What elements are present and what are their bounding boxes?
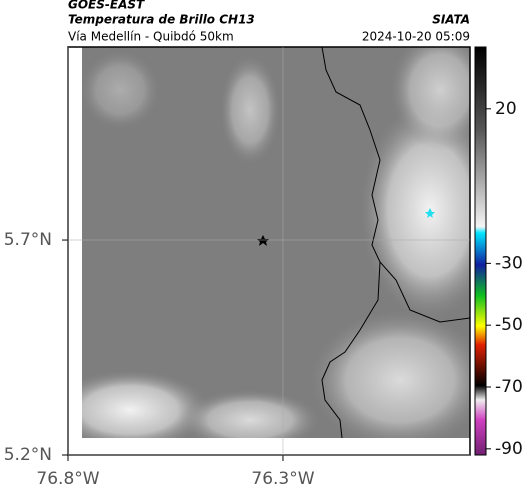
route: Vía Medellín - Quibdó 50km [68,30,234,44]
colorbar-tick-label: -50 [495,315,523,335]
satellite-image [82,47,470,438]
y-tick-label: 5.2°N [4,445,52,465]
x-tick-label: 76.3°W [251,469,314,489]
y-tick-label: 5.7°N [4,230,52,250]
colorbar-tick-label: -90 [495,439,523,459]
timestamp: 2024-10-20 05:09 [362,30,470,44]
colorbar-tick-label: -30 [495,253,523,273]
colorbar [474,46,487,456]
x-tick-label: 76.8°W [36,469,99,489]
subtitle: Temperatura de Brillo CH13 [68,13,255,27]
station-marker [257,235,269,246]
colorbar-tick-label: 20 [495,99,517,119]
source: SIATA [432,13,470,27]
colorbar-tick-label: -70 [495,377,523,397]
title: GOES-EAST [68,0,145,12]
cyan-marker [425,208,435,218]
